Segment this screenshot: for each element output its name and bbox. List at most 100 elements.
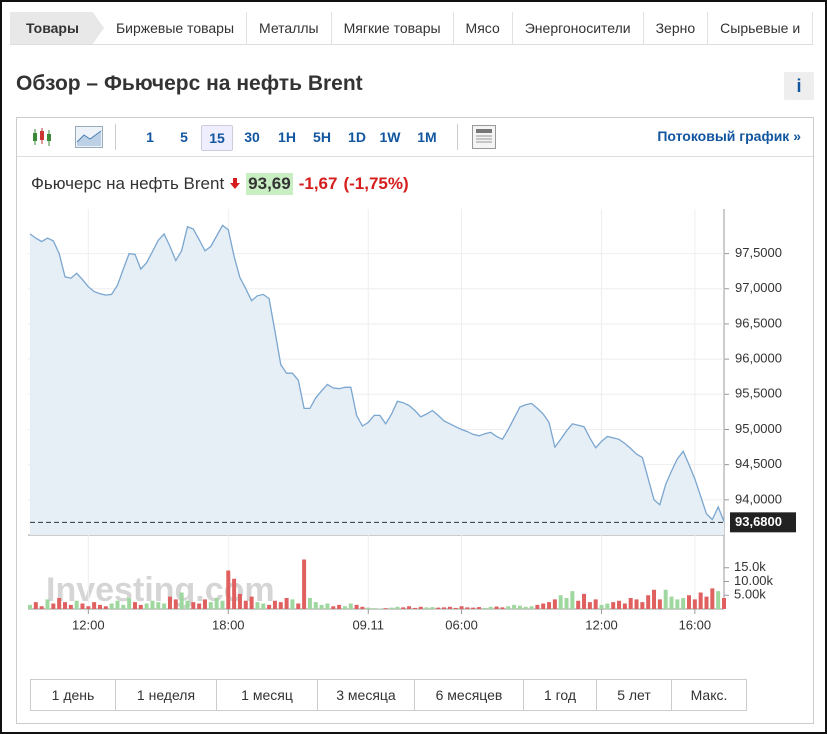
volume-bar [202, 599, 207, 609]
area-icon[interactable] [75, 126, 103, 148]
interval-button[interactable]: 1H [278, 129, 296, 145]
volume-bar [453, 607, 458, 609]
interval-button[interactable]: 15 [201, 125, 233, 151]
interval-button[interactable]: 1M [417, 129, 437, 145]
interval-button[interactable]: 1 [146, 129, 154, 145]
interval-button[interactable]: 30 [244, 129, 260, 145]
volume-bar [582, 593, 587, 609]
volume-bar [401, 607, 406, 609]
volume-bar [576, 600, 581, 609]
tab[interactable]: Зерно [644, 12, 709, 44]
volume-bar [482, 607, 487, 609]
interval-button[interactable]: 1D [348, 129, 366, 145]
down-arrow [230, 178, 241, 189]
volume-bar [617, 600, 622, 609]
period-buttons: 1 день 1 неделя 1 месяц 3 месяца 6 месяцев 1 … [30, 679, 747, 711]
volume-bar [307, 598, 312, 609]
layout-icon[interactable] [472, 125, 496, 149]
volume-bar [226, 570, 231, 609]
separator [457, 124, 458, 150]
period-button[interactable]: 1 день [31, 680, 116, 710]
interval-button[interactable]: 1W [379, 129, 401, 145]
volume-bar [500, 607, 505, 609]
volume-bar [424, 607, 429, 609]
volume-bar [121, 604, 126, 609]
volume-bar [646, 595, 651, 609]
tab[interactable]: Металлы [247, 12, 332, 44]
x-tick-label: 06:00 [445, 617, 478, 632]
tab[interactable]: Энергоносители [513, 12, 644, 44]
volume-bar [354, 604, 359, 609]
interval-button[interactable]: 5 [180, 129, 188, 145]
period-button[interactable]: 1 год [524, 680, 597, 710]
volume-bar [377, 608, 382, 609]
tab[interactable]: Биржевые товары [104, 12, 248, 44]
volume-bar [197, 603, 202, 609]
volume-bar [261, 603, 266, 609]
volume-bar [558, 595, 563, 609]
separator [115, 124, 116, 150]
candle-icon[interactable] [31, 127, 53, 147]
volume-bar [512, 604, 517, 609]
volume-bar [547, 602, 552, 609]
volume-bar [407, 606, 412, 609]
interval-button[interactable]: 5H [313, 129, 331, 145]
last-price-box [730, 512, 796, 533]
tab[interactable]: Мягкие товары [332, 12, 454, 44]
volume-bar [692, 599, 697, 609]
volume-bar [348, 603, 353, 609]
price-area [30, 225, 724, 535]
period-button[interactable]: 1 месяц [217, 680, 318, 710]
volume-bar [698, 592, 703, 609]
volume-bar [593, 599, 598, 609]
info-button[interactable]: i [784, 72, 814, 100]
volume-bar [103, 606, 108, 609]
volume-bar [372, 608, 377, 609]
stream-link[interactable]: Потоковый график » [657, 128, 801, 144]
volume-bar [33, 602, 38, 609]
y-tick-label: 95,5000 [735, 386, 782, 401]
tab[interactable]: Сырьевые и [708, 12, 814, 44]
volume-bar [115, 600, 120, 609]
volume-bar [28, 604, 32, 609]
page-title: Обзор – Фьючерс на нефть Brent [16, 72, 363, 95]
y-tick-label: 97,5000 [735, 245, 782, 260]
period-button[interactable]: Макс. [690, 687, 728, 703]
volume-bar [127, 598, 132, 609]
tab[interactable]: Товары [10, 12, 104, 44]
volume-bar [313, 602, 318, 609]
period-button[interactable]: 3 месяца [318, 680, 415, 710]
volume-bar [342, 606, 347, 609]
volume-bar [179, 592, 184, 609]
y-tick-label: 5.00k [734, 587, 766, 602]
period-button[interactable]: 6 месяцев [415, 680, 524, 710]
volume-bar [459, 606, 464, 609]
volume-bar [144, 603, 149, 609]
volume-bar [605, 603, 610, 609]
period-button[interactable]: 5 лет [597, 680, 672, 710]
volume-bar [267, 604, 272, 609]
volume-bar [86, 606, 91, 609]
period-button[interactable]: 1 неделя [116, 680, 217, 710]
quote: Фьючерс на нефть Brent 93,69 -1,67 (-1,7… [31, 173, 409, 195]
volume-bar [360, 606, 365, 609]
volume-bar [675, 599, 680, 609]
x-tick-label: 09.11 [352, 617, 384, 632]
volume-bar [389, 607, 394, 609]
x-tick-label: 18:00 [212, 617, 245, 632]
volume-bar [587, 602, 592, 609]
volume-bar [51, 603, 56, 609]
volume-bar [622, 603, 627, 609]
volume-bar [681, 598, 686, 609]
volume-bar [337, 604, 342, 609]
volume-bar [552, 599, 557, 609]
volume-bar [611, 602, 616, 609]
volume-bar [599, 604, 604, 609]
change: -1,67 [298, 174, 338, 193]
volume-bar [132, 602, 137, 609]
tabs: Товары Биржевые товары Металлы Мягкие товар… [10, 12, 814, 45]
tab[interactable]: Мясо [454, 12, 513, 44]
y-tick-label: 94,5000 [735, 456, 782, 471]
